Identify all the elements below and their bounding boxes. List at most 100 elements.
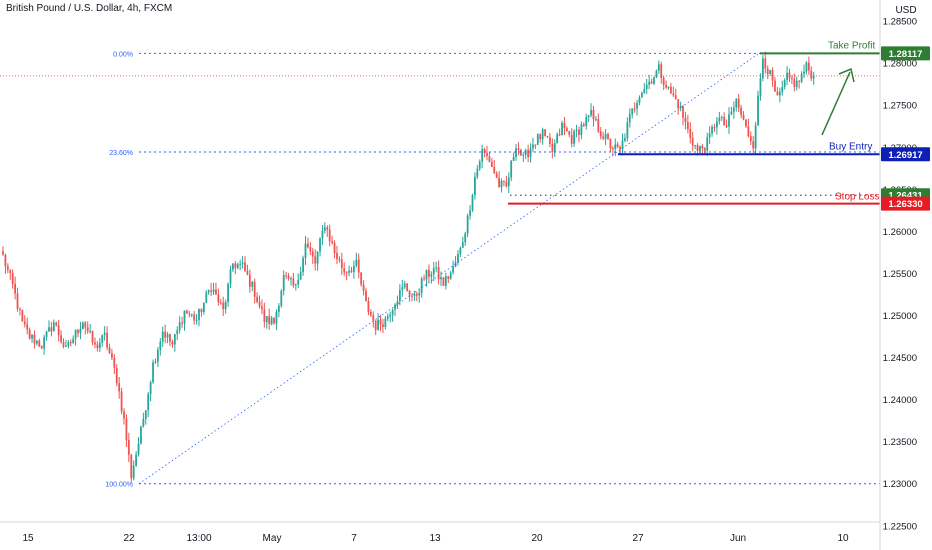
candle-body: [549, 137, 551, 144]
candle-body: [33, 334, 36, 344]
candle-body: [585, 116, 588, 127]
candle-body: [142, 418, 145, 427]
candle-body: [123, 411, 125, 419]
candle-body: [481, 149, 484, 162]
candle-body: [28, 329, 31, 339]
candle-body: [389, 314, 392, 317]
candle-body: [345, 272, 348, 274]
x-tick-label: May: [263, 533, 282, 544]
candle-body: [488, 156, 491, 162]
candle-body: [169, 334, 171, 342]
candle-body: [268, 316, 271, 325]
candle-body: [309, 247, 312, 252]
candle-body: [703, 148, 706, 151]
candle-body: [812, 75, 815, 79]
candle-body: [140, 426, 142, 444]
candle-body: [544, 129, 546, 137]
candle-body: [282, 275, 285, 291]
candle-body: [340, 259, 343, 269]
candle-body: [570, 135, 573, 144]
x-tick-label: 7: [351, 533, 357, 544]
candle-body: [115, 367, 118, 384]
candle-body: [725, 125, 728, 127]
candle-body: [636, 102, 638, 109]
candle-body: [159, 341, 162, 350]
candle-body: [89, 331, 92, 333]
candle-body: [643, 88, 646, 93]
x-tick-label: 13:00: [186, 533, 211, 544]
candle-body: [265, 316, 268, 322]
candle-body: [795, 80, 798, 88]
candle-body: [749, 136, 752, 142]
candle-body: [604, 134, 607, 139]
stop-loss-price-tag: 1.26330: [888, 199, 922, 210]
y-tick-label: 1.27500: [883, 101, 917, 112]
candle-body: [261, 306, 263, 310]
candle-body: [645, 84, 648, 89]
candle-body: [466, 215, 469, 234]
candle-body: [14, 283, 16, 294]
currency-label: USD: [895, 5, 916, 16]
candle-body: [662, 78, 665, 85]
candle-body: [679, 106, 682, 109]
candle-body: [207, 290, 210, 293]
candle-body: [735, 98, 738, 108]
candle-body: [711, 126, 713, 134]
buy-entry-price-tag-box: [881, 147, 930, 162]
candle-body: [98, 342, 101, 348]
candle-body: [232, 263, 234, 270]
candle-body: [447, 276, 450, 279]
candle-body: [631, 108, 634, 115]
candle-body: [394, 304, 396, 310]
candle-body: [640, 92, 643, 98]
candle-body: [420, 278, 423, 293]
candle-body: [774, 80, 776, 92]
fib-level-label: 0.00%: [113, 51, 133, 58]
candle-body: [69, 342, 72, 344]
candle-body: [551, 143, 554, 152]
candle-body: [16, 293, 19, 309]
candle-body: [246, 270, 249, 275]
candle-body: [519, 149, 522, 156]
candle-body: [195, 319, 198, 321]
candle-body: [740, 107, 742, 115]
candle-body: [510, 160, 513, 178]
candle-body: [343, 268, 346, 273]
candle-body: [173, 334, 176, 345]
candle-body: [227, 283, 229, 302]
candle-body: [609, 138, 612, 149]
candle-body: [699, 146, 701, 151]
candle-body: [573, 130, 576, 144]
take-profit-price-tag: 1.28117: [889, 49, 923, 60]
candle-body: [444, 276, 447, 286]
candle-body: [534, 144, 537, 146]
candle-body: [280, 290, 283, 306]
candle-body: [26, 324, 29, 330]
y-tick-label: 1.26000: [883, 227, 917, 238]
candle-body: [118, 383, 121, 392]
candle-body: [425, 269, 428, 280]
x-tick-label: 13: [429, 533, 441, 544]
candle-body: [236, 264, 239, 268]
candle-body: [486, 152, 488, 157]
take-profit-label: Take Profit: [828, 40, 875, 51]
candle-body: [369, 311, 372, 316]
candle-body: [256, 296, 258, 302]
y-tick-label: 1.23000: [883, 479, 917, 490]
candle-body: [316, 251, 319, 264]
candle-body: [84, 322, 87, 328]
arrow-head: [838, 67, 855, 83]
candle-body: [461, 242, 464, 248]
candle-body: [803, 71, 805, 74]
candle-body: [440, 277, 442, 280]
candle-body: [798, 80, 801, 82]
candle-body: [222, 302, 225, 310]
candle-body: [553, 143, 556, 152]
candle-body: [74, 329, 77, 339]
candle-body: [592, 110, 595, 120]
y-tick-label: 1.23500: [883, 437, 917, 448]
candle-body: [241, 262, 244, 264]
candle-body: [302, 258, 304, 273]
candle-body: [800, 73, 803, 82]
candle-body: [386, 316, 389, 319]
